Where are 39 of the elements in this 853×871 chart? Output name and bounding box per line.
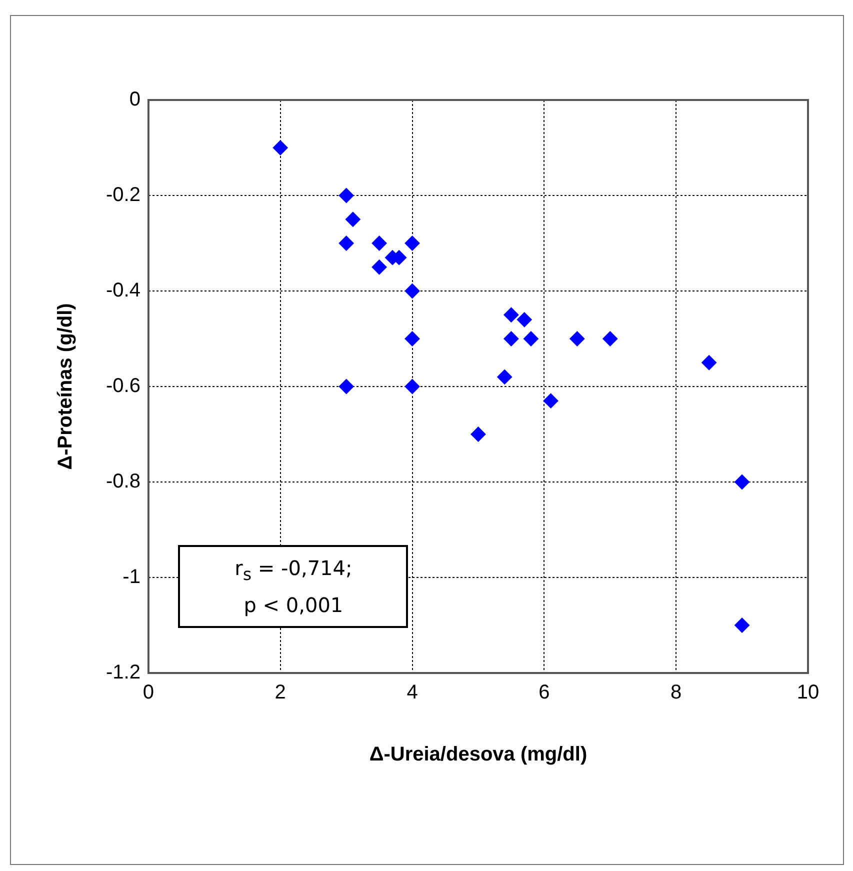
point <box>372 260 387 275</box>
point <box>543 393 558 408</box>
point <box>734 474 750 490</box>
text-box: r$_{s}$ = -0,714; p < 0,001 <box>178 545 408 628</box>
y-tick-label: 0 <box>129 88 140 111</box>
point <box>504 331 519 346</box>
point <box>516 312 532 328</box>
y-tick-label: -0.4 <box>106 280 140 302</box>
x-tick-label: 4 <box>406 682 418 704</box>
y-tick-label: -1 <box>122 566 140 588</box>
point <box>404 379 420 394</box>
y-tick-label: -1.2 <box>106 662 140 684</box>
point <box>470 426 486 442</box>
point <box>272 140 288 156</box>
point <box>497 369 512 384</box>
point <box>404 331 420 346</box>
point <box>504 307 519 322</box>
point <box>372 236 387 251</box>
x-tick-label: 8 <box>670 682 682 704</box>
point <box>404 284 420 298</box>
point <box>734 618 750 633</box>
point <box>338 236 354 251</box>
x-tick-label: 2 <box>274 682 286 704</box>
x-axis-title: Δ-Ureia/desova (mg/dl) <box>369 744 588 766</box>
point <box>338 379 354 394</box>
point <box>338 188 354 203</box>
y-tick-label: -0.2 <box>106 184 140 206</box>
point <box>570 331 585 346</box>
y-tick-label: -0.8 <box>106 470 140 493</box>
point <box>602 331 618 346</box>
y-tick-label: -0.6 <box>106 375 140 398</box>
point <box>523 331 538 346</box>
x-tick-label: 10 <box>796 682 820 704</box>
point <box>404 236 420 251</box>
point <box>345 212 360 227</box>
y-axis-title: Δ-Proteínas (g/dl) <box>54 303 77 470</box>
x-tick-label: 0 <box>142 682 154 704</box>
point <box>702 355 717 370</box>
x-tick-label: 6 <box>538 682 550 704</box>
